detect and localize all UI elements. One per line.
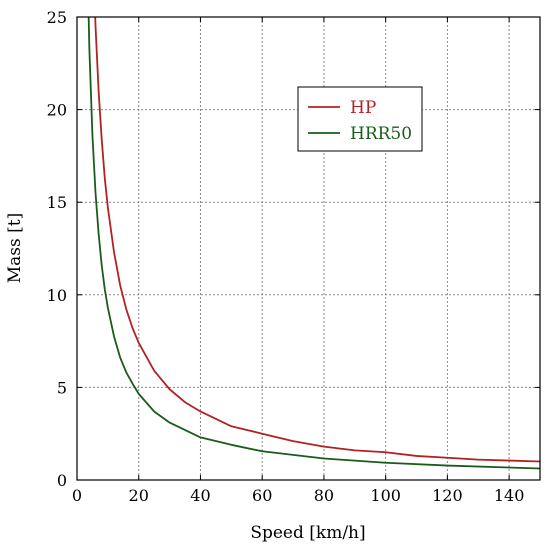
y-tick-label: 15 <box>47 193 67 212</box>
legend: HP HRR50 <box>297 86 423 152</box>
x-tick-label: 120 <box>432 486 463 505</box>
y-tick-label: 0 <box>57 471 67 490</box>
y-tick-label: 20 <box>47 101 67 120</box>
y-axis: 0 5 10 15 20 25 <box>47 8 540 490</box>
series-line-hrr50 <box>85 17 540 470</box>
x-tick-label: 20 <box>129 486 149 505</box>
series-layer <box>85 17 540 470</box>
x-tick-label: 140 <box>494 486 525 505</box>
legend-label-hrr50: HRR50 <box>350 124 412 144</box>
x-axis: 0 20 40 60 80 100 120 140 <box>72 17 525 505</box>
x-tick-label: 0 <box>72 486 82 505</box>
series-line-hp <box>90 17 540 463</box>
y-tick-label: 25 <box>47 8 67 27</box>
x-tick-label: 60 <box>252 486 272 505</box>
x-axis-label: Speed [km/h] <box>250 523 365 543</box>
y-tick-label: 10 <box>47 286 67 305</box>
y-tick-label: 5 <box>57 378 67 397</box>
x-tick-label: 80 <box>314 486 334 505</box>
y-axis-label: Mass [t] <box>5 213 25 284</box>
x-tick-label: 100 <box>370 486 401 505</box>
legend-label-hp: HP <box>350 98 376 118</box>
grid <box>77 17 540 480</box>
plot-frame <box>76 16 541 481</box>
legend-box <box>297 86 423 152</box>
x-tick-label: 40 <box>190 486 210 505</box>
